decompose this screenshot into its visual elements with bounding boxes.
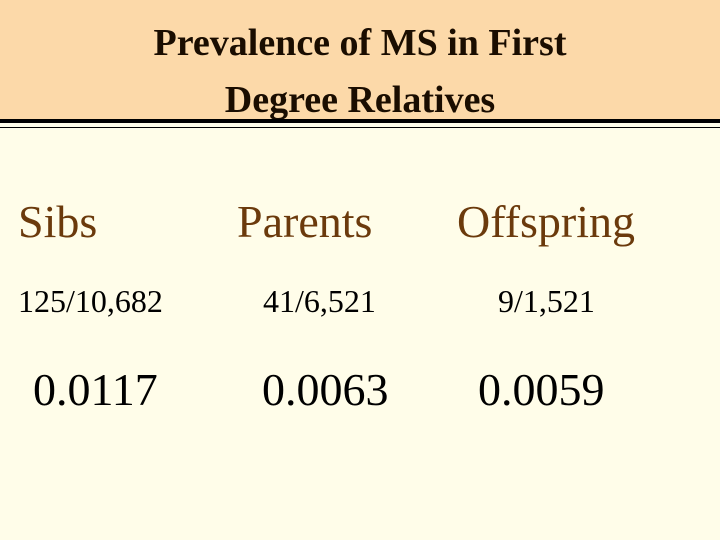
- table-cell: 125/10,682: [18, 283, 163, 319]
- table-cell: 41/6,521: [263, 283, 376, 319]
- header-rule: [0, 127, 720, 128]
- table-cell: 0.0117: [33, 364, 158, 415]
- title-line: Prevalence of MS in First: [153, 22, 567, 64]
- column-header: Parents: [237, 196, 373, 247]
- table-cell: 9/1,521: [498, 283, 595, 319]
- title-line: Degree Relatives: [224, 79, 496, 121]
- table-cell: 0.0059: [478, 364, 605, 415]
- table-cell: 0.0063: [262, 364, 389, 415]
- column-header: Offspring: [457, 196, 636, 247]
- header-band: Prevalence of MS in First Degree Relativ…: [0, 0, 720, 121]
- column-header: Sibs: [18, 196, 98, 247]
- header-rule: [0, 119, 720, 123]
